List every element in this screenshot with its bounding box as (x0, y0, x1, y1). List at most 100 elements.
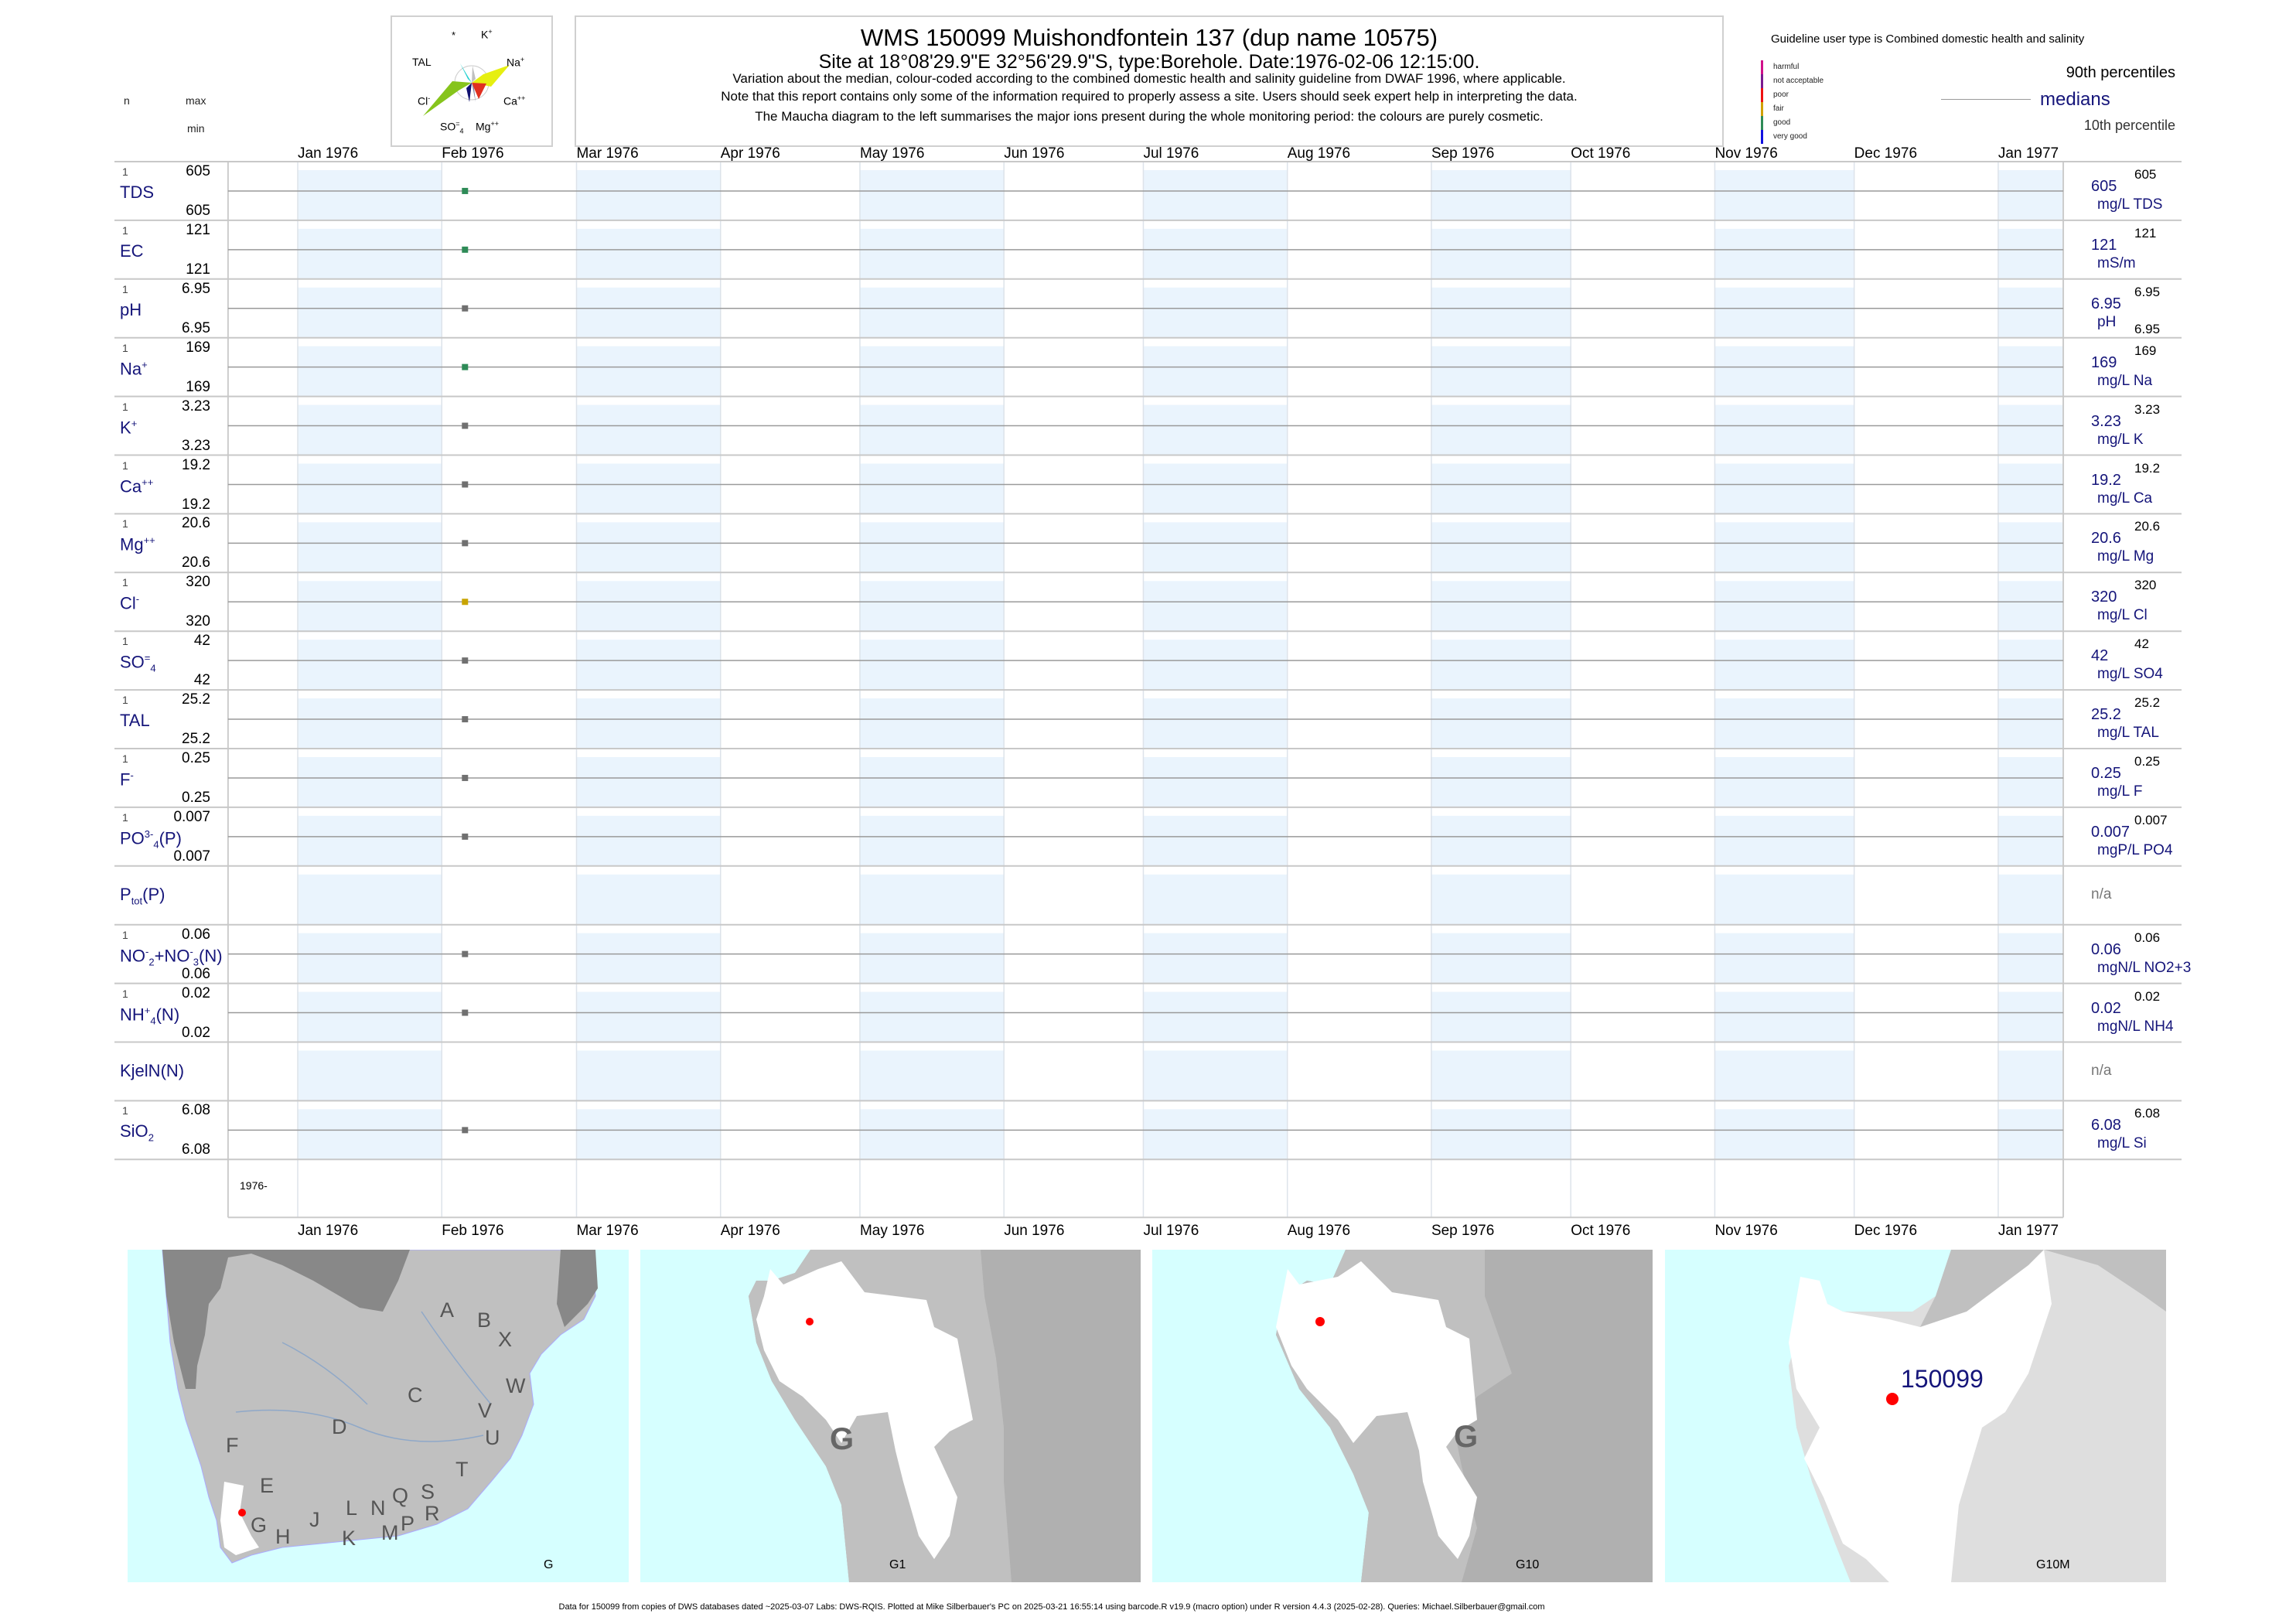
maucha-label-so4-subscript: 4 (459, 127, 464, 135)
parameter-label-part: (N) (199, 946, 223, 966)
legend-color-fair (1761, 102, 1763, 116)
bottom-month-label: Oct 1976 (1571, 1223, 1631, 1239)
legend-medians: medians (2040, 89, 2110, 110)
legend-color-good (1761, 116, 1763, 130)
month-band (859, 698, 1005, 749)
column-header-min: min (187, 122, 205, 135)
parameter-label-part: +NO (154, 946, 190, 966)
sample-marker (462, 246, 469, 253)
top-month-label: Jan 1977 (1997, 145, 2059, 162)
sample-marker (462, 481, 469, 488)
month-band (859, 346, 1005, 397)
maucha-label-star: * (452, 29, 456, 41)
map-region-label: G (830, 1422, 854, 1456)
maucha-mg-sector (472, 83, 476, 102)
sample-count: 1 (122, 987, 128, 1000)
min-value: 121 (186, 261, 210, 278)
month-band (576, 1050, 721, 1101)
month-band (1997, 346, 2064, 397)
map-caption-g10m: G10M (2036, 1558, 2070, 1571)
month-band (859, 757, 1005, 807)
sample-count: 1 (122, 223, 128, 237)
month-band (1714, 1109, 1854, 1160)
parameter-label-part: - (189, 945, 193, 957)
median-value: 19.2 (2091, 471, 2121, 489)
maucha-label-ca-text: Ca (503, 94, 517, 107)
top-month-label: Sep 1976 (1431, 145, 1495, 162)
drainage-region-label: X (498, 1328, 512, 1351)
legend-color-harmful (1761, 60, 1763, 74)
median-value: 0.25 (2091, 765, 2121, 782)
parameter-label-part: TDS (120, 183, 154, 202)
station-marker (1886, 1393, 1899, 1405)
parameter-label-part: + (142, 358, 148, 370)
month-band (859, 170, 1005, 220)
percentile-90-value: 320 (2134, 578, 2157, 593)
month-band (1997, 287, 2064, 338)
maucha-na-sector (472, 65, 510, 87)
bottom-month-label: Jan 1976 (298, 1223, 359, 1239)
percentile-90-value: 121 (2134, 225, 2157, 241)
month-band (576, 815, 721, 866)
maucha-label-so4-text: SO (440, 120, 456, 133)
month-band (576, 874, 721, 925)
unit-label: pH (2097, 313, 2117, 330)
month-band (298, 1109, 442, 1160)
month-band (1714, 874, 1854, 925)
sample-marker (462, 187, 469, 194)
map-caption-g: G (544, 1558, 553, 1571)
parameter-label: Ca++ (120, 476, 153, 496)
month-band (859, 1109, 1005, 1160)
month-band (298, 874, 442, 925)
top-month-label: Dec 1976 (1854, 145, 1918, 162)
column-header-n: n (124, 94, 130, 107)
min-value: 3.23 (182, 437, 210, 454)
maucha-diagram: * K+ TAL Na+ Cl- Ca++ SO=4 Mg++ (391, 15, 553, 147)
median-value: 605 (2091, 178, 2117, 195)
maucha-label-cl-charge: - (428, 94, 431, 102)
min-value: 25.2 (182, 731, 210, 748)
month-band (1143, 1109, 1288, 1160)
parameter-label-part: Ca (120, 476, 142, 496)
legend-label: very good (1773, 132, 1807, 141)
parameter-label-part: SiO (120, 1121, 148, 1141)
unit-label: mS/m (2097, 254, 2136, 271)
parameter-label-part: - (145, 945, 149, 957)
sample-count: 1 (122, 517, 128, 531)
parameter-label: NO-2+NO-3(N) (120, 946, 223, 968)
parameter-label-part: + (131, 417, 138, 429)
drainage-region-label: C (408, 1383, 423, 1407)
month-band (576, 404, 721, 455)
month-band (859, 287, 1005, 338)
legend-label: poor (1773, 90, 1789, 99)
unit-label: mg/L K (2097, 431, 2144, 448)
month-band (1714, 933, 1854, 984)
parameter-label-part: Cl (120, 593, 136, 613)
parameter-label-part: (P) (142, 884, 165, 904)
maucha-tal-sector (460, 63, 472, 83)
month-band (859, 404, 1005, 455)
sample-marker (462, 1009, 469, 1016)
month-band (1714, 228, 1854, 279)
legend-label: good (1773, 118, 1791, 127)
month-band (859, 815, 1005, 866)
parameter-label-part: NH (120, 1004, 145, 1024)
month-band (1997, 170, 2064, 220)
drainage-region-label: S (421, 1480, 435, 1503)
drainage-region-label: D (332, 1415, 347, 1438)
month-band (298, 1050, 442, 1101)
month-band (1997, 698, 2064, 749)
month-band (576, 581, 721, 632)
drainage-region-label: K (342, 1527, 356, 1550)
month-band (298, 933, 442, 984)
sample-count: 1 (122, 576, 128, 589)
top-month-label: Jun 1976 (1004, 145, 1065, 162)
month-band (859, 228, 1005, 279)
max-value: 0.02 (182, 984, 210, 1001)
drainage-region-label: L (346, 1496, 357, 1520)
month-band (576, 170, 721, 220)
legend-label: harmful (1773, 63, 1800, 71)
month-band (1143, 170, 1288, 220)
parameter-label-part: (N) (155, 1004, 180, 1024)
map-g1-graphic: G G1 (640, 1250, 1141, 1582)
